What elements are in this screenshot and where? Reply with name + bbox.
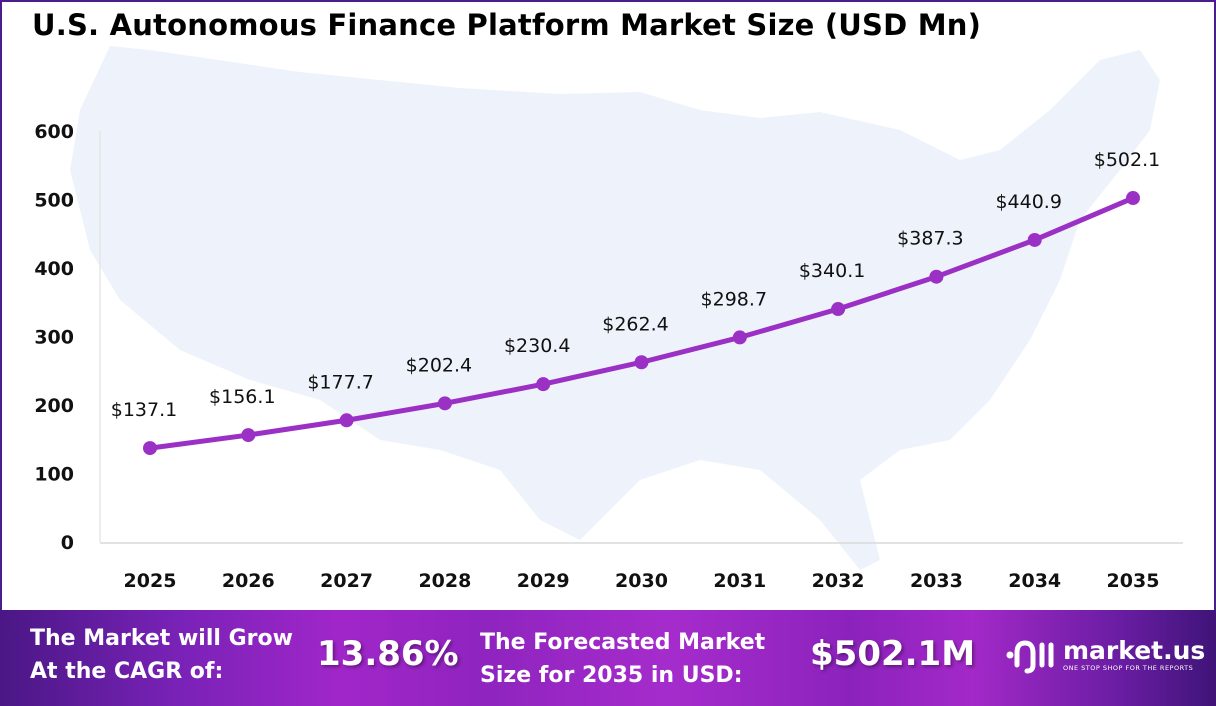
cagr-value: 13.86% (317, 634, 459, 674)
data-point (143, 441, 157, 456)
x-tick-label: 2027 (320, 570, 373, 592)
x-tick-label: 2025 (124, 570, 177, 592)
data-label: $440.9 (995, 191, 1061, 213)
data-label: $230.4 (504, 335, 570, 357)
cagr-label-line2: At the CAGR of: (30, 659, 224, 684)
data-label: $177.7 (307, 371, 373, 393)
forecast-label-line1: The Forecasted Market (480, 630, 766, 655)
data-point (241, 428, 256, 443)
data-label: $156.1 (209, 386, 275, 408)
data-point (339, 413, 354, 428)
data-label: $340.1 (799, 260, 865, 282)
data-labels: $137.1 $156.1 $177.7 $202.4 $230.4 $262.4 $298… (111, 149, 1160, 421)
y-tick-label: 400 (34, 258, 74, 280)
y-tick-label: 500 (34, 190, 74, 212)
y-tick-label: 600 (34, 121, 74, 143)
data-label: $502.1 (1094, 149, 1160, 171)
y-tick-label: 200 (34, 395, 74, 417)
cagr-label: The Market will Grow At the CAGR of: (30, 622, 293, 688)
data-label: $137.1 (111, 399, 177, 421)
forecast-value: $502.1M (810, 634, 976, 674)
data-point (1027, 232, 1042, 247)
data-point (732, 330, 747, 345)
x-tick-label: 2032 (812, 570, 865, 592)
y-tick-label: 0 (61, 532, 74, 554)
data-point (831, 302, 846, 317)
x-tick-label: 2030 (615, 570, 668, 592)
chart-area: 0 100 200 300 400 500 600 2025 2026 2027 2028 2029… (34, 46, 1183, 592)
data-label: $298.7 (701, 288, 767, 310)
y-axis: 0 100 200 300 400 500 600 (34, 121, 101, 554)
x-tick-label: 2029 (517, 570, 570, 592)
data-point (437, 396, 452, 411)
data-point (536, 377, 551, 392)
x-axis: 2025 2026 2027 2028 2029 2030 2031 2032 2033 2034… (124, 570, 1160, 592)
x-tick-label: 2028 (418, 570, 471, 592)
x-tick-label: 2033 (910, 570, 963, 592)
data-points (143, 191, 1140, 456)
cagr-label-line1: The Market will Grow (30, 626, 293, 651)
y-tick-label: 300 (34, 327, 74, 349)
x-tick-label: 2026 (222, 570, 275, 592)
data-label: $202.4 (406, 354, 472, 376)
logo-mark-icon (1006, 640, 1054, 674)
footer-banner: The Market will Grow At the CAGR of: 13.… (0, 610, 1216, 706)
x-tick-label: 2031 (713, 570, 766, 592)
data-point (1126, 191, 1140, 206)
market-us-logo: market.us ONE STOP SHOP FOR THE REPORTS (1005, 635, 1205, 675)
chart-title: U.S. Autonomous Finance Platform Market … (32, 8, 982, 42)
x-tick-label: 2035 (1107, 570, 1160, 592)
logo-tagline: ONE STOP SHOP FOR THE REPORTS (1063, 664, 1194, 672)
data-label: $387.3 (897, 228, 963, 250)
data-point (929, 269, 944, 284)
forecast-label: The Forecasted Market Size for 2035 in U… (480, 626, 765, 692)
us-map-silhouette (70, 46, 1160, 570)
logo-name: market.us (1063, 636, 1206, 665)
forecast-label-line2: Size for 2035 in USD: (480, 663, 743, 688)
data-label: $262.4 (602, 313, 668, 335)
y-tick-label: 100 (34, 464, 74, 486)
x-tick-label: 2034 (1008, 570, 1061, 592)
data-point (634, 355, 649, 370)
